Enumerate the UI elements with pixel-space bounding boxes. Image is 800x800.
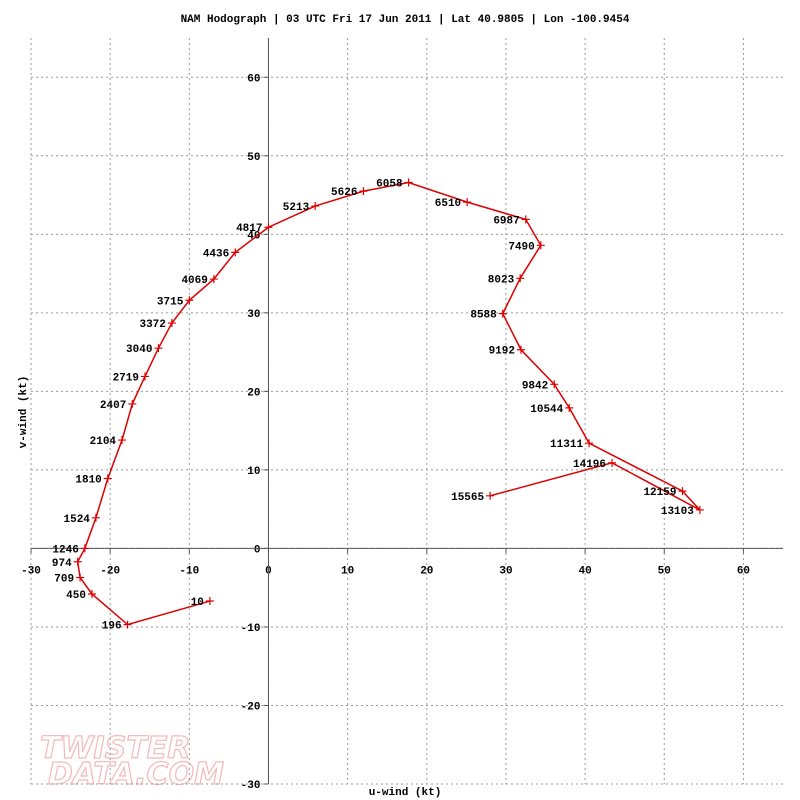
point-marker bbox=[80, 544, 89, 553]
height-label: 9192 bbox=[489, 346, 515, 358]
height-label: 12159 bbox=[643, 487, 676, 499]
watermark: TWISTER bbox=[40, 731, 190, 766]
height-label: 8023 bbox=[488, 274, 515, 286]
point-marker bbox=[209, 275, 218, 284]
height-label: 8588 bbox=[470, 310, 497, 322]
point-marker bbox=[205, 597, 214, 606]
point-marker bbox=[73, 557, 82, 566]
height-label: 6510 bbox=[435, 198, 461, 210]
height-label: 1810 bbox=[75, 475, 101, 487]
x-tick-label: 20 bbox=[420, 565, 433, 577]
x-tick-label: -30 bbox=[21, 565, 41, 577]
point-marker bbox=[154, 344, 163, 353]
point-marker bbox=[678, 487, 687, 496]
point-marker bbox=[311, 202, 320, 211]
x-tick-label: -10 bbox=[179, 565, 199, 577]
point-marker bbox=[536, 241, 545, 250]
point-marker bbox=[565, 403, 574, 412]
point-marker bbox=[516, 345, 525, 354]
height-label: 13103 bbox=[661, 506, 694, 518]
point-marker bbox=[87, 589, 96, 598]
height-label: 2719 bbox=[113, 372, 139, 384]
hodograph-line bbox=[76, 181, 701, 626]
point-marker bbox=[128, 399, 137, 408]
y-tick-label: 10 bbox=[247, 466, 260, 478]
x-tick-label: 40 bbox=[579, 565, 592, 577]
point-marker bbox=[264, 223, 273, 232]
height-label: 3715 bbox=[157, 296, 184, 308]
x-tick-label: 60 bbox=[737, 565, 750, 577]
height-label: 4817 bbox=[236, 223, 262, 235]
height-label: 9842 bbox=[522, 380, 548, 392]
point-marker bbox=[486, 491, 495, 500]
y-tick-label: 50 bbox=[247, 152, 260, 164]
y-tick-label: 30 bbox=[247, 309, 260, 321]
point-marker bbox=[695, 505, 704, 514]
height-label: 7490 bbox=[508, 241, 534, 253]
point-marker bbox=[123, 620, 132, 629]
point-marker bbox=[185, 296, 194, 305]
height-label: 11311 bbox=[550, 439, 583, 451]
y-tick-label: 0 bbox=[254, 544, 261, 556]
height-label: 5213 bbox=[283, 202, 310, 214]
point-marker bbox=[359, 187, 368, 196]
y-tick-label: 40 bbox=[247, 230, 260, 242]
y-tick-label: 60 bbox=[247, 73, 260, 85]
watermark: DATA.COM bbox=[48, 757, 224, 792]
x-tick-label: -20 bbox=[100, 565, 120, 577]
height-label: 14196 bbox=[573, 459, 606, 471]
height-label: 6058 bbox=[376, 178, 403, 190]
height-label: 3040 bbox=[126, 344, 152, 356]
point-marker bbox=[608, 458, 617, 467]
height-label: 709 bbox=[54, 573, 74, 585]
y-tick-label: -10 bbox=[241, 623, 261, 635]
point-marker bbox=[463, 198, 472, 207]
y-tick-label: 20 bbox=[247, 387, 260, 399]
point-marker bbox=[550, 380, 559, 389]
point-marker bbox=[140, 372, 149, 381]
height-label: 2104 bbox=[90, 436, 117, 448]
height-label: 3372 bbox=[139, 319, 165, 331]
height-label: 1524 bbox=[64, 514, 91, 526]
y-axis-label: v-wind (kt) bbox=[18, 376, 30, 449]
height-label: 1246 bbox=[52, 544, 78, 556]
point-marker bbox=[103, 474, 112, 483]
point-marker bbox=[118, 436, 127, 445]
height-label: 4436 bbox=[203, 248, 229, 260]
height-label: 450 bbox=[66, 590, 86, 602]
point-marker bbox=[498, 309, 507, 318]
height-label: 4069 bbox=[181, 275, 207, 287]
height-label: 10544 bbox=[530, 404, 563, 416]
x-tick-label: 50 bbox=[658, 565, 671, 577]
chart-title: NAM Hodograph | 03 UTC Fri 17 Jun 2011 |… bbox=[181, 14, 630, 26]
height-label: 6987 bbox=[493, 215, 519, 227]
point-marker bbox=[91, 513, 100, 522]
height-label: 5626 bbox=[331, 187, 357, 199]
height-label: 2407 bbox=[100, 400, 126, 412]
point-marker bbox=[585, 439, 594, 448]
x-axis-label: u-wind (kt) bbox=[369, 787, 442, 799]
point-marker bbox=[516, 274, 525, 283]
height-label: 974 bbox=[52, 558, 72, 570]
point-marker bbox=[231, 248, 240, 257]
point-marker bbox=[76, 573, 85, 582]
height-label: 196 bbox=[102, 621, 122, 633]
height-label: 15565 bbox=[451, 492, 484, 504]
point-marker bbox=[404, 178, 413, 187]
height-label: 10 bbox=[191, 597, 204, 609]
x-tick-label: 30 bbox=[499, 565, 512, 577]
x-tick-label: 10 bbox=[341, 565, 354, 577]
y-tick-label: -20 bbox=[241, 701, 261, 713]
y-tick-label: -30 bbox=[241, 780, 261, 792]
point-marker bbox=[521, 215, 530, 224]
point-marker bbox=[167, 319, 176, 328]
